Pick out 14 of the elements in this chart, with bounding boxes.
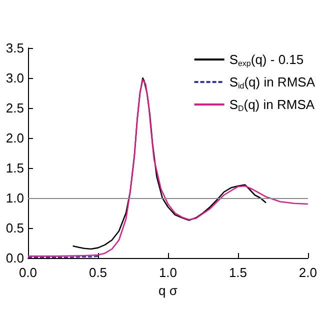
x-tick-label: 1.0 [158, 265, 178, 280]
x-tick-label: 0.5 [88, 265, 108, 280]
x-axis-title: q σ [158, 282, 178, 298]
y-tick-label: 1.5 [6, 160, 24, 176]
x-tick-label: 2.0 [298, 265, 318, 280]
y-tick-label: 0.5 [6, 220, 24, 236]
y-tick-label: 3.0 [6, 70, 24, 86]
y-tick-label: 1.0 [6, 190, 24, 206]
x-tick-label: 0.0 [18, 265, 38, 280]
x-tick-label: 1.5 [228, 265, 248, 280]
y-tick-label: 2.0 [6, 130, 24, 146]
y-tick-label: 3.5 [6, 40, 24, 56]
y-tick-label: 2.5 [6, 100, 24, 116]
y-tick-label: 0.0 [6, 250, 24, 266]
